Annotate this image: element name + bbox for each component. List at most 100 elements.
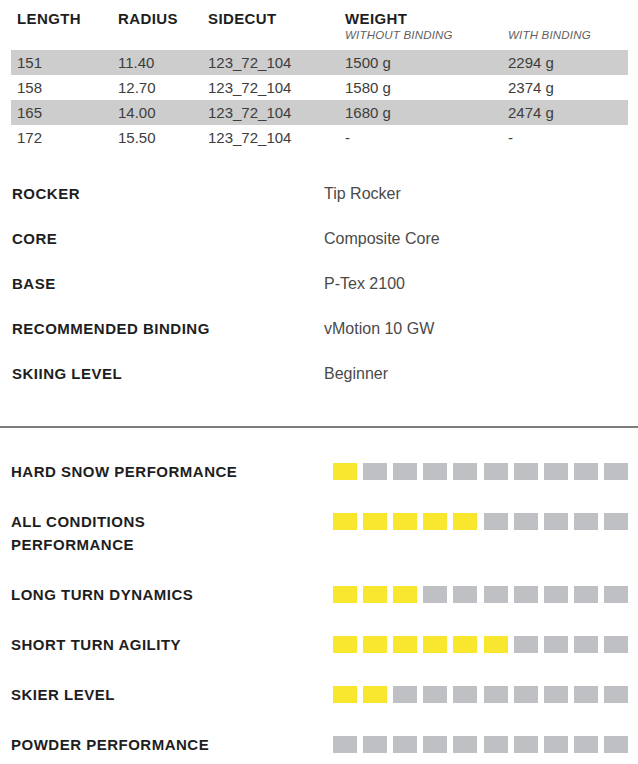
rating-segment xyxy=(423,513,447,530)
rating-segment xyxy=(363,686,387,703)
spec-label: SKIING LEVEL xyxy=(0,364,324,384)
size-table: LENGTH RADIUS SIDECUT WEIGHT WITHOUT BIN… xyxy=(11,10,628,150)
spec-value: P-Tex 2100 xyxy=(324,274,405,294)
rating-segment xyxy=(363,586,387,603)
cell-sidecut: 123_72_104 xyxy=(208,50,345,75)
cell-weight-with: 2474 g xyxy=(508,100,628,125)
spec-label: CORE xyxy=(0,229,324,249)
spec-row-recommended-binding: RECOMMENDED BINDING vMotion 10 GW xyxy=(0,319,638,364)
cell-weight-without: - xyxy=(345,125,508,150)
rating-row-long-turn: LONG TURN DYNAMICS xyxy=(11,583,628,606)
rating-row-skier-level: SKIER LEVEL xyxy=(11,683,628,706)
rating-segment xyxy=(453,686,477,703)
rating-segment xyxy=(333,686,357,703)
cell-length: 158 xyxy=(11,75,118,100)
cell-weight-with: 2374 g xyxy=(508,75,628,100)
spec-value: Tip Rocker xyxy=(324,184,401,204)
rating-segment xyxy=(423,736,447,753)
rating-segment xyxy=(544,463,568,480)
performance-ratings: HARD SNOW PERFORMANCE ALL CONDITIONS PER… xyxy=(0,428,638,756)
rating-label: LONG TURN DYNAMICS xyxy=(11,583,251,606)
rating-segment xyxy=(574,586,598,603)
rating-segment xyxy=(453,736,477,753)
rating-label: ALL CONDITIONS PERFORMANCE xyxy=(11,510,251,556)
rating-segment xyxy=(423,636,447,653)
cell-radius: 15.50 xyxy=(118,125,208,150)
rating-label: SHORT TURN AGILITY xyxy=(11,633,251,656)
rating-segment xyxy=(604,636,628,653)
spec-value: Beginner xyxy=(324,364,388,384)
spec-list: ROCKER Tip Rocker CORE Composite Core BA… xyxy=(0,184,638,409)
rating-segment xyxy=(484,586,508,603)
rating-segment xyxy=(514,736,538,753)
rating-segment xyxy=(604,513,628,530)
rating-segment xyxy=(604,586,628,603)
cell-radius: 11.40 xyxy=(118,50,208,75)
cell-sidecut: 123_72_104 xyxy=(208,100,345,125)
rating-segment xyxy=(604,463,628,480)
cell-weight-with: - xyxy=(508,125,628,150)
rating-segment xyxy=(363,636,387,653)
rating-segment xyxy=(333,586,357,603)
rating-segment xyxy=(604,736,628,753)
cell-weight-without: 1580 g xyxy=(345,75,508,100)
rating-segment xyxy=(363,513,387,530)
cell-weight-with: 2294 g xyxy=(508,50,628,75)
rating-segment xyxy=(393,686,417,703)
spec-row-core: CORE Composite Core xyxy=(0,229,638,274)
table-row: 151 11.40 123_72_104 1500 g 2294 g xyxy=(11,50,628,75)
rating-segment xyxy=(423,463,447,480)
rating-segment xyxy=(453,463,477,480)
rating-segment xyxy=(453,513,477,530)
rating-segment xyxy=(484,686,508,703)
rating-bar xyxy=(333,636,628,653)
ski-spec-sheet: LENGTH RADIUS SIDECUT WEIGHT WITHOUT BIN… xyxy=(0,0,638,756)
rating-row-short-turn: SHORT TURN AGILITY xyxy=(11,633,628,656)
cell-length: 172 xyxy=(11,125,118,150)
cell-radius: 14.00 xyxy=(118,100,208,125)
rating-bar xyxy=(333,463,628,480)
rating-segment xyxy=(484,736,508,753)
size-table-subheader-row: WITHOUT BINDING WITH BINDING xyxy=(11,29,628,42)
rating-row-all-conditions: ALL CONDITIONS PERFORMANCE xyxy=(11,510,628,556)
rating-segment xyxy=(423,586,447,603)
spec-value: Composite Core xyxy=(324,229,440,249)
rating-segment xyxy=(544,636,568,653)
spec-label: ROCKER xyxy=(0,184,324,204)
cell-sidecut: 123_72_104 xyxy=(208,75,345,100)
rating-segment xyxy=(514,686,538,703)
rating-segment xyxy=(544,586,568,603)
rating-segment xyxy=(574,513,598,530)
rating-segment xyxy=(333,636,357,653)
rating-bar xyxy=(333,736,628,753)
rating-label: POWDER PERFORMANCE xyxy=(11,733,251,756)
column-header-length: LENGTH xyxy=(11,10,118,27)
column-header-radius: RADIUS xyxy=(118,10,208,27)
rating-segment xyxy=(453,636,477,653)
rating-segment xyxy=(574,636,598,653)
column-header-weight: WEIGHT xyxy=(345,10,508,27)
cell-sidecut: 123_72_104 xyxy=(208,125,345,150)
cell-weight-without: 1680 g xyxy=(345,100,508,125)
table-row: 165 14.00 123_72_104 1680 g 2474 g xyxy=(11,100,628,125)
subheader-without-binding: WITHOUT BINDING xyxy=(345,29,508,42)
rating-segment xyxy=(333,513,357,530)
spec-row-base: BASE P-Tex 2100 xyxy=(0,274,638,319)
rating-segment xyxy=(393,636,417,653)
spec-value: vMotion 10 GW xyxy=(324,319,434,339)
rating-segment xyxy=(363,463,387,480)
rating-segment xyxy=(574,686,598,703)
table-row: 158 12.70 123_72_104 1580 g 2374 g xyxy=(11,75,628,100)
rating-segment xyxy=(514,586,538,603)
rating-row-hard-snow: HARD SNOW PERFORMANCE xyxy=(11,460,628,483)
rating-bar xyxy=(333,586,628,603)
rating-segment xyxy=(574,736,598,753)
table-row: 172 15.50 123_72_104 - - xyxy=(11,125,628,150)
rating-segment xyxy=(363,736,387,753)
rating-row-powder: POWDER PERFORMANCE xyxy=(11,733,628,756)
rating-segment xyxy=(514,636,538,653)
rating-segment xyxy=(514,513,538,530)
rating-bar xyxy=(333,686,628,703)
rating-label: HARD SNOW PERFORMANCE xyxy=(11,460,251,483)
cell-weight-without: 1500 g xyxy=(345,50,508,75)
